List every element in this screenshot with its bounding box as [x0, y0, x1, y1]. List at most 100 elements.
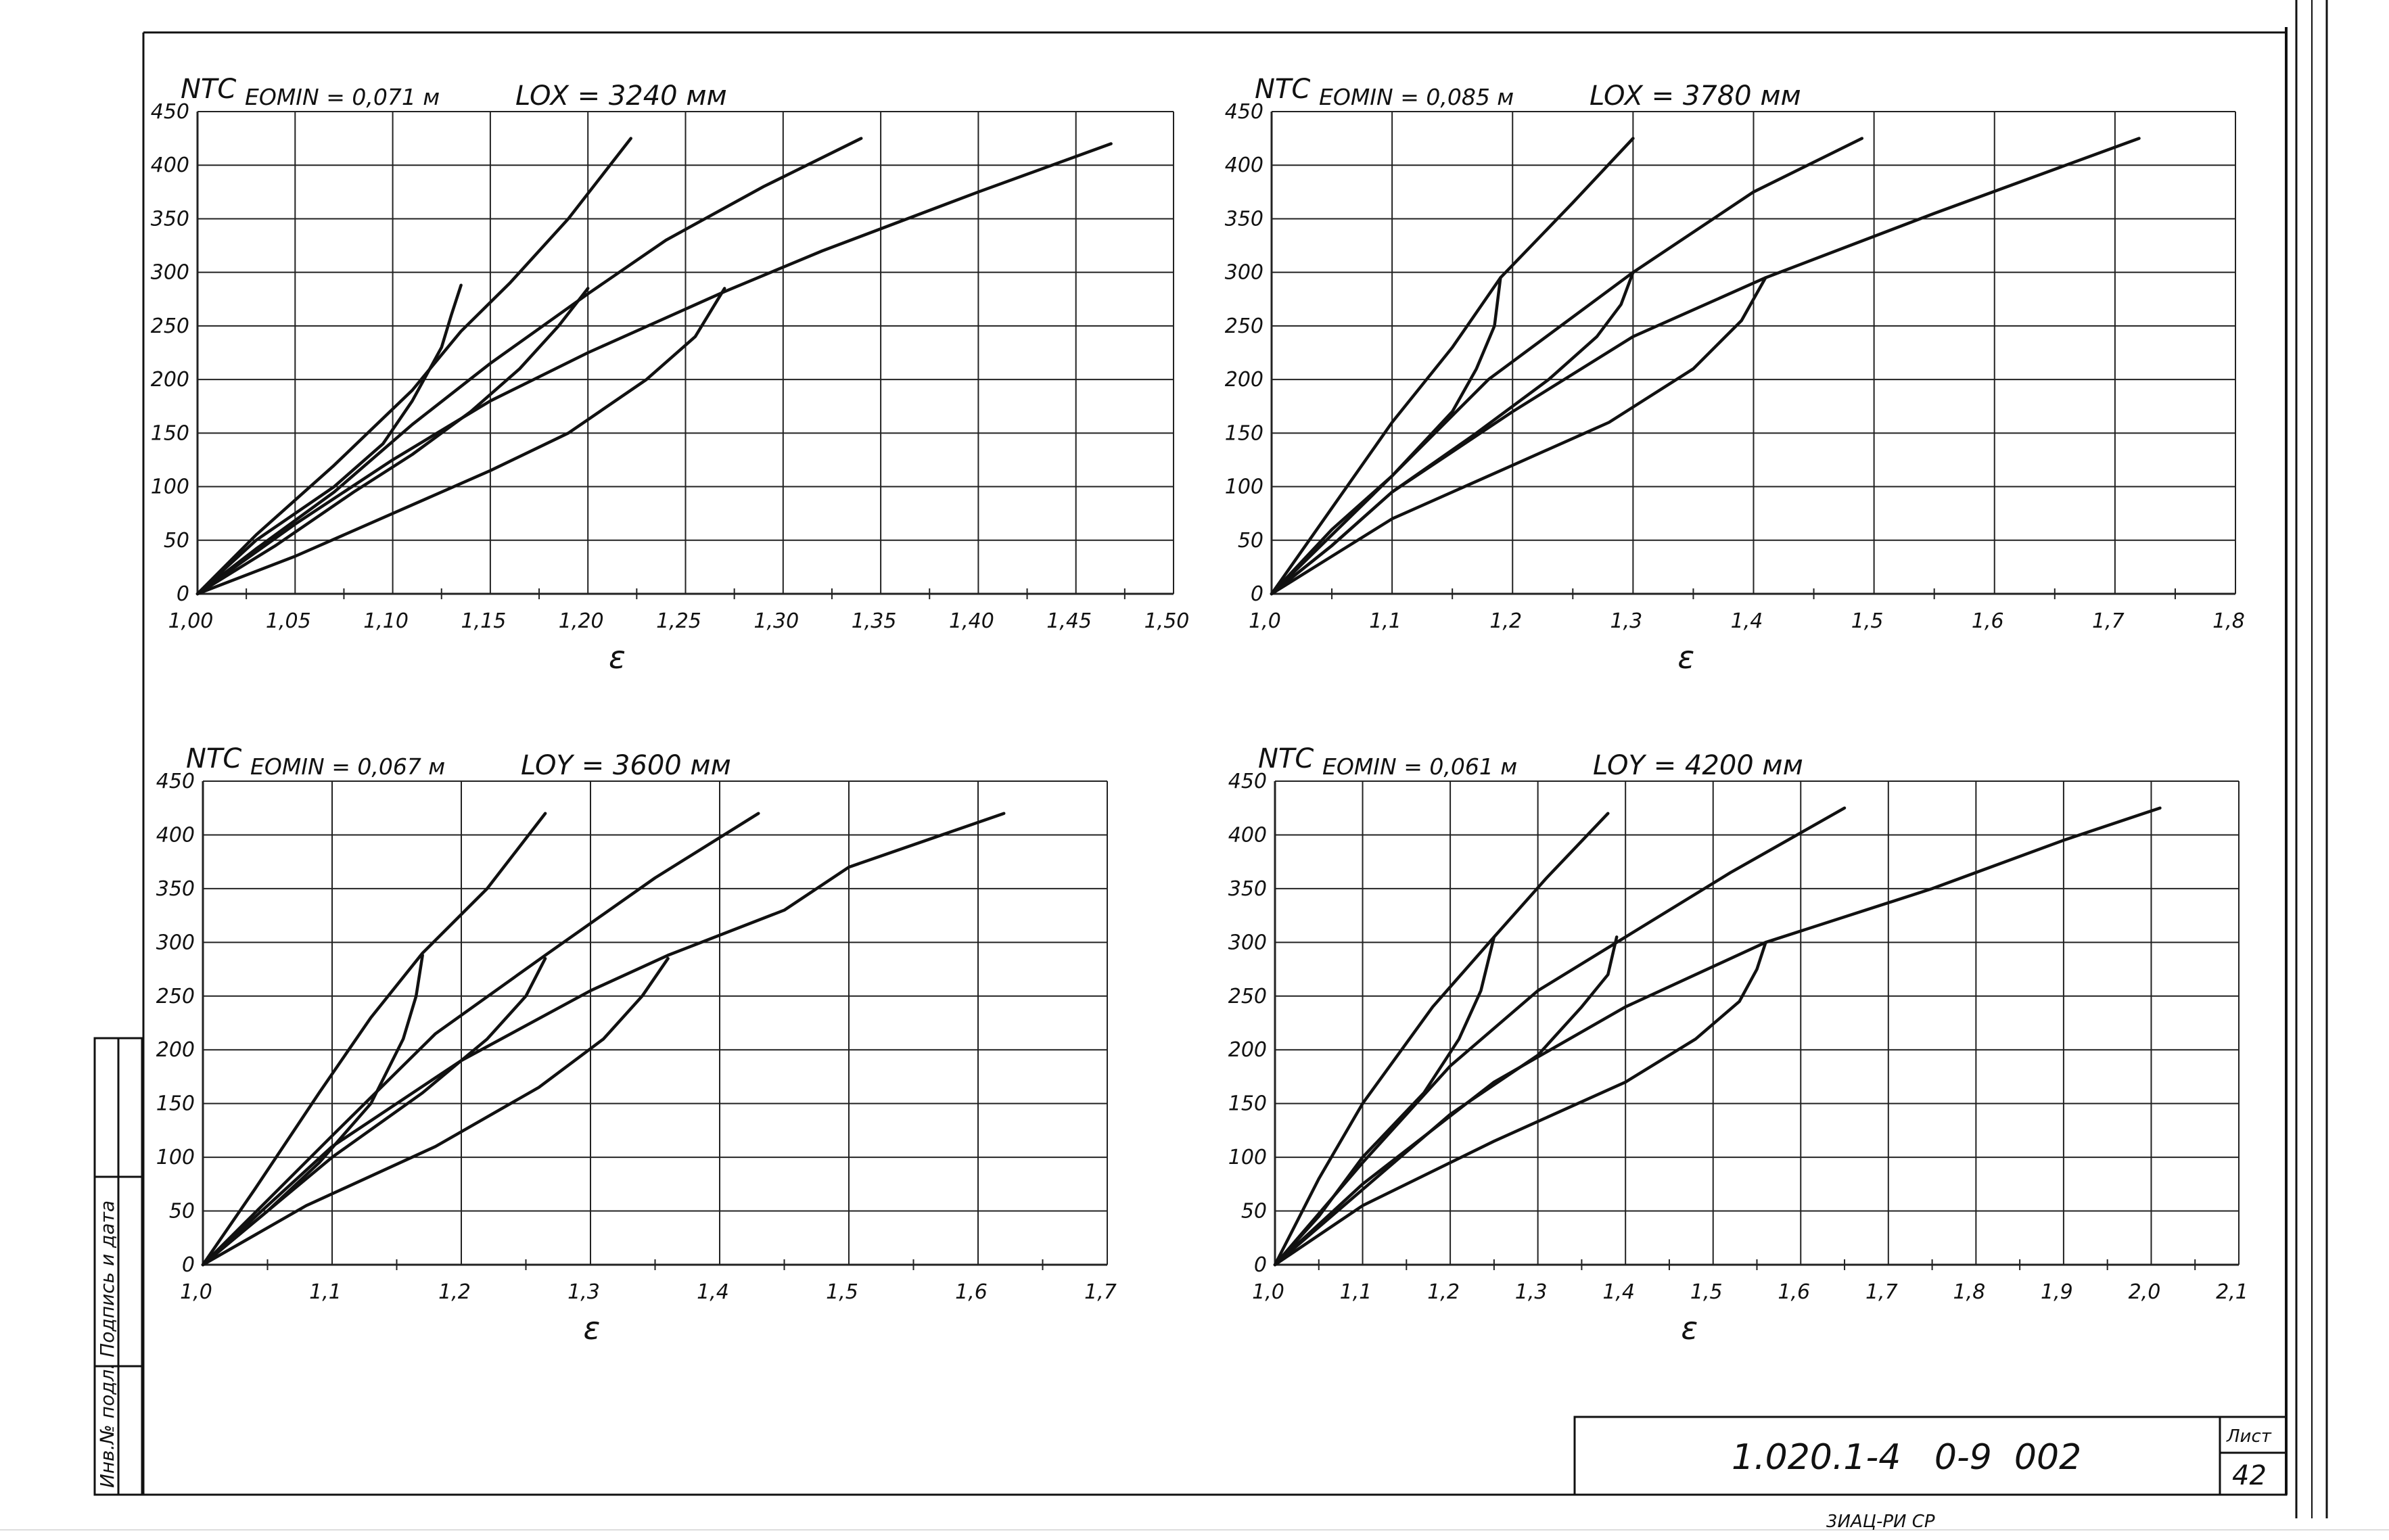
y-tick-label: 200: [1228, 1038, 1267, 1062]
y-tick-label: 450: [1228, 770, 1267, 793]
y-tick-label: 350: [151, 207, 189, 231]
chart-loy-4200: 1,0 1,1 1,2 1,3 1,4 1,5 1,6 1,7 1,8 1,9 2,0 2,1 0 50 1…: [1228, 743, 2248, 1347]
x-tick-label: 1,35: [852, 609, 897, 633]
series-line-4: [1273, 941, 1767, 1267]
y-tick-label: 100: [1225, 475, 1263, 499]
y-tick-label: 100: [1228, 1146, 1267, 1169]
chart-title: LOX = 3780 мм: [1590, 80, 1801, 112]
x-tick-label: 1,7: [1084, 1280, 1117, 1304]
series-line-3: [1270, 137, 2141, 596]
series-line-4: [195, 287, 726, 596]
series-line-1: [1273, 812, 1610, 1267]
x-tick-label: 1,9: [2041, 1280, 2073, 1304]
y-tick-label: 100: [151, 475, 189, 499]
x-tick-label: 1,7: [1865, 1280, 1898, 1304]
x-tick-label: 1,2: [1427, 1280, 1460, 1304]
y-tick-label: 300: [1225, 261, 1263, 285]
y-tick-label: 0: [177, 582, 189, 606]
eomin-label: EOMIN = 0,061 м: [1322, 753, 1517, 780]
y-axis-label: NТС: [186, 743, 241, 774]
document-code: 1.020.1-4 0-9 002: [1732, 1437, 2081, 1478]
y-tick-label: 400: [1228, 823, 1267, 847]
series-line-1: [201, 812, 547, 1267]
y-tick-label: 50: [169, 1200, 195, 1223]
x-tick-label: 1,3: [1515, 1280, 1548, 1304]
y-axis-label: NТС: [1258, 743, 1314, 774]
x-tick-label: 1,5: [1690, 1280, 1723, 1304]
y-tick-label: 350: [1225, 207, 1263, 231]
series-line-6: [201, 954, 424, 1267]
y-tick-label: 400: [151, 154, 189, 177]
y-tick-label: 150: [1228, 1092, 1267, 1116]
x-tick-label: 1,3: [567, 1280, 600, 1304]
y-tick-label: 200: [151, 368, 189, 392]
y-tick-label: 450: [1225, 100, 1263, 124]
series-line-6: [195, 283, 463, 596]
series-line-3: [1273, 806, 2162, 1267]
y-tick-label: 50: [1241, 1200, 1267, 1223]
series-line-1: [1270, 137, 1635, 596]
chart-lox-3240: 1,00 1,05 1,10 1,15 1,20 1,25 1,30 1,35 1,40 1,45…: [151, 74, 1190, 676]
bottom-note: 3ИАЦ-РИ СР: [1826, 1512, 1935, 1532]
series-line-5: [195, 287, 590, 596]
x-axis-label: ε: [1677, 639, 1694, 676]
x-tick-label: 1,05: [266, 609, 311, 633]
x-tick-label: 1,6: [955, 1280, 988, 1304]
x-tick-label: 1,0: [1249, 609, 1281, 633]
y-tick-label: 0: [182, 1253, 195, 1277]
y-axis-label: NТС: [1255, 74, 1310, 105]
x-tick-label: 1,2: [438, 1280, 471, 1304]
y-tick-label: 250: [1228, 985, 1267, 1008]
series-line-4: [1270, 276, 1767, 596]
x-tick-label: 1,6: [1778, 1280, 1810, 1304]
x-tick-label: 1,8: [2212, 609, 2245, 633]
y-tick-label: 150: [151, 421, 189, 445]
x-tick-label: 1,50: [1144, 609, 1190, 633]
series-line-2: [1270, 137, 1864, 596]
x-tick-label: 1,5: [1851, 609, 1884, 633]
y-tick-label: 300: [156, 931, 195, 954]
eomin-label: EOMIN = 0,067 м: [250, 753, 445, 780]
x-tick-label: 1,00: [168, 609, 214, 633]
side-stamp-text: Инв.№ подл. Подпись и дата: [96, 1200, 118, 1488]
series-line-3: [201, 812, 1006, 1267]
y-tick-label: 350: [156, 877, 195, 901]
x-tick-label: 1,2: [1489, 609, 1522, 633]
x-tick-label: 1,4: [1731, 609, 1763, 633]
x-tick-label: 1,20: [559, 609, 604, 633]
x-axis-label: ε: [609, 639, 626, 676]
x-tick-label: 1,4: [1602, 1280, 1635, 1304]
x-tick-label: 1,7: [2092, 609, 2125, 633]
x-tick-label: 1,15: [461, 609, 507, 633]
x-tick-label: 1,10: [363, 609, 409, 633]
y-tick-label: 200: [156, 1038, 195, 1062]
series-line-4: [201, 956, 670, 1267]
y-tick-label: 200: [1225, 368, 1263, 392]
series-line-2: [201, 812, 760, 1267]
y-tick-label: 0: [1251, 582, 1263, 606]
y-tick-label: 50: [1238, 529, 1263, 553]
sheet-label: Лист: [2226, 1426, 2272, 1447]
series-line-2: [195, 137, 863, 596]
y-tick-label: 150: [1225, 421, 1263, 445]
y-tick-label: 450: [156, 770, 195, 793]
y-tick-label: 0: [1254, 1253, 1267, 1277]
x-tick-label: 1,40: [949, 609, 994, 633]
series-line-6: [1270, 276, 1502, 596]
x-tick-label: 1,30: [753, 609, 799, 633]
series-line-3: [195, 142, 1113, 596]
x-tick-label: 1,8: [1953, 1280, 1986, 1304]
x-tick-label: 1,45: [1046, 609, 1092, 633]
side-stamp: [93, 1037, 143, 1496]
x-tick-label: 1,25: [656, 609, 701, 633]
x-axis-label: ε: [1681, 1310, 1698, 1347]
y-axis-label: NТС: [181, 74, 236, 105]
y-tick-label: 300: [151, 261, 189, 285]
y-tick-label: 400: [156, 823, 195, 847]
series-line-6: [1273, 935, 1496, 1267]
y-tick-label: 250: [1225, 314, 1263, 338]
x-tick-label: 1,1: [309, 1280, 342, 1304]
x-tick-label: 1,3: [1610, 609, 1643, 633]
